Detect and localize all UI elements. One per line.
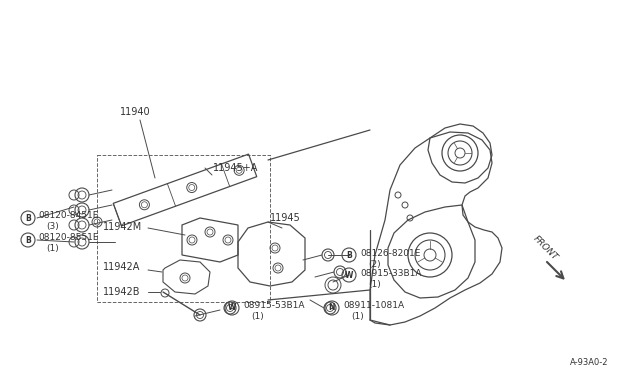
Text: 11945: 11945 (270, 213, 301, 223)
Text: (3): (3) (46, 222, 59, 231)
Text: N: N (329, 304, 335, 312)
Text: B: B (25, 235, 31, 244)
Text: 11945+A: 11945+A (213, 163, 259, 173)
Text: A-93A0-2: A-93A0-2 (570, 358, 609, 367)
Text: 08915-53B1A: 08915-53B1A (243, 301, 305, 310)
Text: 11942B: 11942B (103, 287, 141, 297)
Text: W: W (345, 270, 353, 279)
Text: 11940: 11940 (120, 107, 150, 117)
Text: 11942M: 11942M (103, 222, 142, 232)
Text: 08915-33B1A: 08915-33B1A (360, 269, 422, 278)
Text: 08126-8201E: 08126-8201E (360, 249, 420, 258)
Text: B: B (25, 214, 31, 222)
Text: 08911-1081A: 08911-1081A (343, 301, 404, 310)
Text: FRONT: FRONT (531, 234, 559, 262)
Text: 08120-8551E: 08120-8551E (38, 233, 99, 242)
Text: 11942A: 11942A (103, 262, 140, 272)
Text: (1): (1) (368, 280, 381, 289)
Text: B: B (346, 250, 352, 260)
Text: (1): (1) (351, 312, 364, 321)
Text: (1): (1) (251, 312, 264, 321)
Text: (1): (1) (46, 244, 59, 253)
Text: (2): (2) (368, 260, 381, 269)
Text: W: W (228, 304, 236, 312)
Text: 08120-8451E: 08120-8451E (38, 211, 99, 220)
